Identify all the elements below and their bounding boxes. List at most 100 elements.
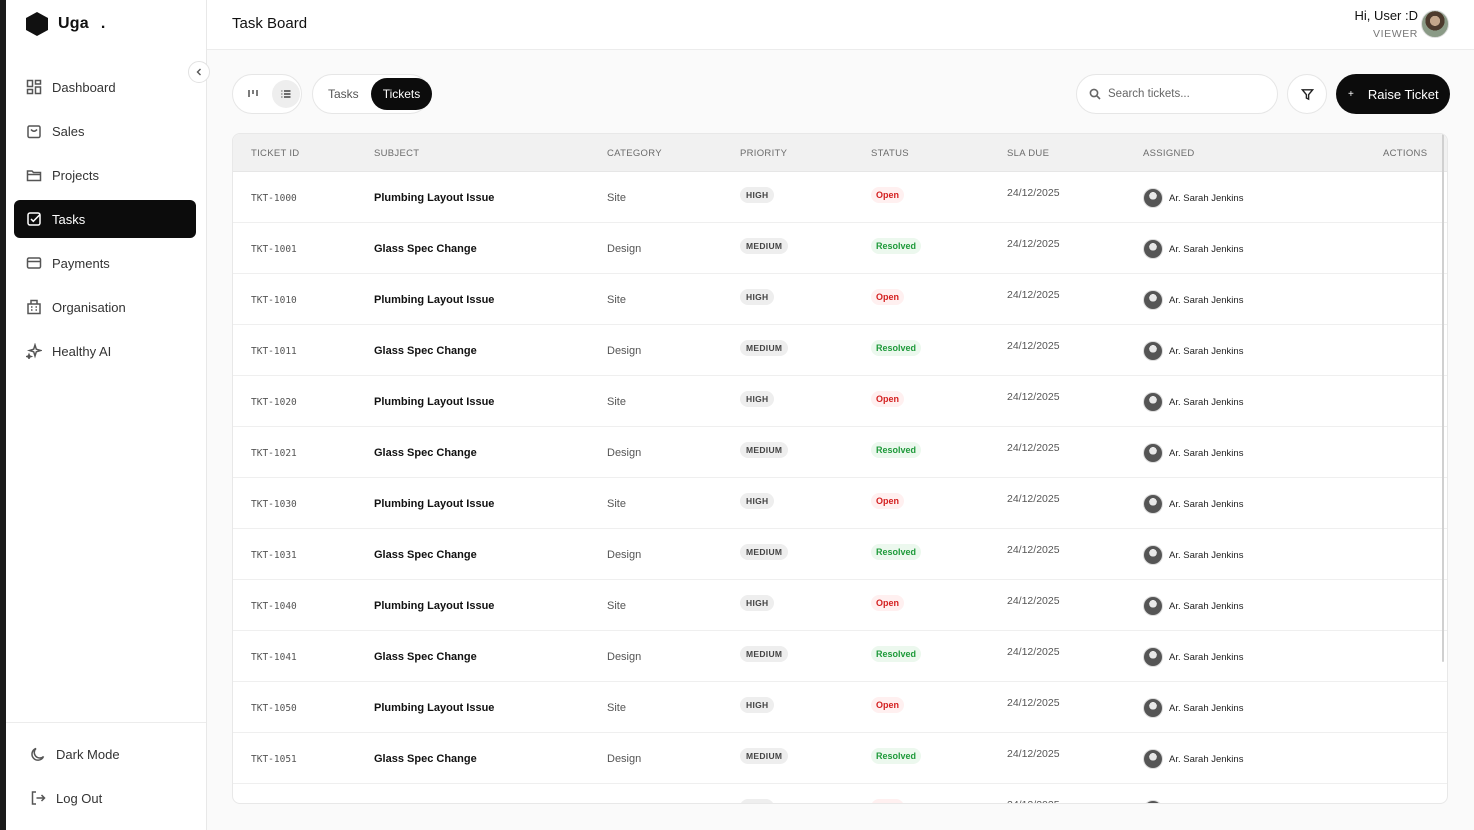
raise-ticket-button[interactable]: + Raise Ticket	[1336, 74, 1450, 114]
header-category[interactable]: CATEGORY	[607, 148, 662, 159]
assignee-name: Ar. Sarah Jenkins	[1169, 447, 1244, 459]
ticket-id: TKT-1010	[251, 295, 297, 306]
ticket-id: TKT-1001	[251, 244, 297, 255]
table-row[interactable]: TKT-1050 Plumbing Layout Issue Site HIGH Ope…	[233, 682, 1447, 733]
ticket-subject: Plumbing Layout Issue	[374, 192, 495, 204]
table-header: TICKET ID SUBJECT CATEGORY PRIORITY STAT…	[233, 134, 1447, 172]
assignee-name: Ar. Sarah Jenkins	[1169, 396, 1244, 408]
dark-mode-label: Dark Mode	[56, 746, 120, 762]
ticket-id: TKT-1050	[251, 703, 297, 714]
board-view-button[interactable]	[239, 80, 267, 108]
window-edge	[0, 0, 6, 830]
view-toggle	[232, 74, 302, 114]
priority-cell: MEDIUM	[740, 646, 789, 662]
assignee-name: Ar. Sarah Jenkins	[1169, 498, 1244, 510]
assignee: Ar. Sarah Jenkins	[1143, 647, 1243, 667]
sidebar-item-tasks[interactable]: Tasks	[14, 200, 196, 238]
hexagon-logo-icon	[26, 12, 48, 36]
header-actions: ACTIONS	[1383, 148, 1428, 159]
table-row[interactable]: TKT-1031 Glass Spec Change Design MEDIUM Res…	[233, 529, 1447, 580]
table-row[interactable]: TKT-1060Plumbing Layout IssueSiteHIGHOpe…	[233, 784, 1447, 803]
table-row[interactable]: TKT-1020 Plumbing Layout Issue Site HIGH Ope…	[233, 376, 1447, 427]
tab-tickets[interactable]: Tickets	[370, 78, 433, 110]
table-row[interactable]: TKT-1051 Glass Spec Change Design MEDIUM Res…	[233, 733, 1447, 784]
table-row[interactable]: TKT-1001 Glass Spec Change Design MEDIUM Res…	[233, 223, 1447, 274]
credit-card-icon	[26, 257, 42, 269]
sla-due: 24/12/2025	[1007, 442, 1060, 454]
search-input[interactable]	[1108, 88, 1268, 100]
status-cell: Open	[871, 187, 905, 203]
plus-icon: +	[1348, 88, 1354, 100]
table-scrollbar[interactable]	[1442, 134, 1444, 662]
status-badge: Resolved	[871, 748, 922, 764]
toolbar: Tasks Tickets + Raise Ticket	[232, 74, 1450, 114]
ticket-subject: Glass Spec Change	[374, 549, 477, 561]
header-ticket-id[interactable]: TICKET ID	[251, 148, 300, 159]
priority-badge: MEDIUM	[740, 238, 789, 254]
assignee-avatar	[1143, 494, 1163, 514]
ticket-category: Design	[607, 447, 642, 459]
tab-tasks[interactable]: Tasks	[328, 87, 359, 101]
ticket-subject: Plumbing Layout Issue	[374, 396, 495, 408]
sidebar-item-healthy-ai[interactable]: Healthy AI	[14, 332, 196, 370]
ticket-id: TKT-1000	[251, 193, 297, 204]
assignee: Ar. Sarah Jenkins	[1143, 698, 1243, 718]
assignee-avatar	[1143, 290, 1163, 310]
priority-cell: MEDIUM	[740, 748, 789, 764]
status-cell: Resolved	[871, 646, 922, 662]
folder-icon	[26, 170, 42, 182]
page-title: Task Board	[232, 15, 308, 32]
priority-cell: MEDIUM	[740, 238, 789, 254]
sidebar-item-label: Sales	[52, 123, 85, 139]
assignee-name: Ar. Sarah Jenkins	[1169, 651, 1244, 663]
assignee: Ar. Sarah Jenkins	[1143, 494, 1243, 514]
priority-badge: HIGH	[740, 799, 775, 803]
sidebar-item-sales[interactable]: Sales	[14, 112, 196, 150]
table-row[interactable]: TKT-1010 Plumbing Layout Issue Site HIGH Ope…	[233, 274, 1447, 325]
table-row[interactable]: TKT-1011 Glass Spec Change Design MEDIUM Res…	[233, 325, 1447, 376]
ticket-id: TKT-1011	[251, 346, 297, 357]
ticket-subject: Glass Spec Change	[374, 651, 477, 663]
status-badge: Open	[871, 493, 905, 509]
table-row[interactable]: TKT-1000 Plumbing Layout Issue Site HIGH Ope…	[233, 172, 1447, 223]
sidebar-item-dashboard[interactable]: Dashboard	[14, 68, 196, 106]
status-badge: Resolved	[871, 442, 922, 458]
table-row[interactable]: TKT-1030 Plumbing Layout Issue Site HIGH Ope…	[233, 478, 1447, 529]
priority-cell: HIGH	[740, 697, 775, 713]
header-priority[interactable]: PRIORITY	[740, 148, 788, 159]
ticket-subject: Glass Spec Change	[374, 447, 477, 459]
header-status[interactable]: STATUS	[871, 148, 909, 159]
header-assigned[interactable]: ASSIGNED	[1143, 148, 1195, 159]
table-body: TKT-1000 Plumbing Layout Issue Site HIGH Ope…	[233, 172, 1447, 803]
sidebar-item-organisation[interactable]: Organisation	[14, 288, 196, 326]
sidebar-item-projects[interactable]: Projects	[14, 156, 196, 194]
assignee-name: Ar. Sarah Jenkins	[1169, 294, 1244, 306]
status-cell: Open	[871, 697, 905, 713]
ticket-id: TKT-1021	[251, 448, 297, 459]
collapse-sidebar-button[interactable]	[188, 61, 210, 83]
assignee: Ar. Sarah Jenkins	[1143, 749, 1243, 769]
table-row[interactable]: TKT-1041 Glass Spec Change Design MEDIUM Res…	[233, 631, 1447, 682]
table-row[interactable]: TKT-1040 Plumbing Layout Issue Site HIGH Ope…	[233, 580, 1447, 631]
table-row[interactable]: TKT-1021 Glass Spec Change Design MEDIUM Res…	[233, 427, 1447, 478]
ticket-id: TKT-1030	[251, 499, 297, 510]
raise-ticket-label: Raise Ticket	[1367, 86, 1439, 102]
filter-button[interactable]	[1287, 74, 1327, 114]
assignee-avatar	[1143, 545, 1163, 565]
list-icon	[281, 90, 291, 98]
ticket-category: Design	[607, 651, 642, 663]
priority-cell: HIGH	[740, 391, 775, 407]
sidebar-item-payments[interactable]: Payments	[14, 244, 196, 282]
brand[interactable]: Uga .	[26, 12, 105, 36]
dark-mode-toggle[interactable]: Dark Mode	[18, 733, 206, 775]
list-view-button[interactable]	[272, 80, 300, 108]
status-badge: Open	[871, 595, 905, 611]
header-subject[interactable]: SUBJECT	[374, 148, 420, 159]
status-cell: Resolved	[871, 238, 922, 254]
logout-button[interactable]: Log Out	[18, 777, 206, 819]
moon-icon	[31, 747, 45, 761]
assignee-name: Ar. Sarah Jenkins	[1169, 600, 1244, 612]
status-badge: Open	[871, 697, 905, 713]
header-sla-due[interactable]: SLA DUE	[1007, 148, 1050, 159]
user-avatar[interactable]	[1421, 10, 1449, 38]
